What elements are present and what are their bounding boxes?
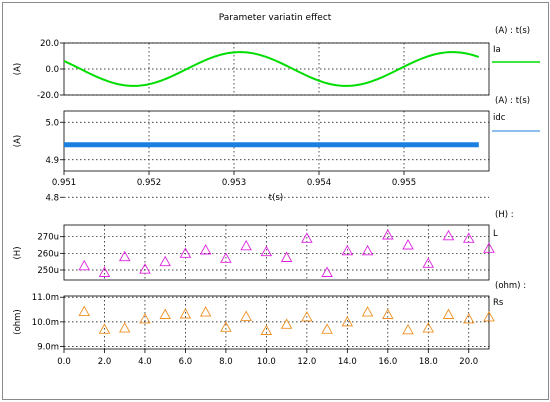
y-axis-label-ia: (A) <box>13 63 23 75</box>
unit-label-rs: (ohm) : <box>495 281 526 291</box>
marker-l <box>179 247 192 258</box>
x-tick-label: 12.0 <box>297 357 316 367</box>
x-axis-label-time: t(s) <box>269 193 283 203</box>
x-tick-label: 20.0 <box>459 357 478 367</box>
x-tick-label: 0.952 <box>137 178 161 188</box>
y-tick-label: 260u <box>37 249 59 259</box>
y-tick-label: 4.8 <box>45 193 59 203</box>
panel-resistance-rs: (ohm) : (ohm) 11.0m 10.0m 9.0m 0.0 2.0 4.0 6.… <box>13 281 526 367</box>
marker-l <box>462 232 475 243</box>
marker-rs <box>240 310 252 321</box>
y-tick-label: 5.0 <box>45 118 59 128</box>
marker-rs <box>442 308 455 319</box>
y-tick-label: 20.0 <box>40 39 59 49</box>
marker-l <box>361 244 374 256</box>
marker-rs <box>78 305 91 316</box>
marker-rs <box>98 323 111 334</box>
y-tick-label: 9.0m <box>37 343 59 353</box>
x-tick-label: 0.0 <box>57 357 71 367</box>
marker-l <box>341 244 354 256</box>
marker-l <box>159 255 171 267</box>
marker-rs <box>118 322 131 333</box>
marker-rs <box>321 323 333 334</box>
x-tick-label: 0.951 <box>52 178 76 188</box>
plot-frame-l <box>63 224 490 281</box>
marker-l <box>382 229 394 240</box>
marker-l <box>422 257 435 268</box>
marker-rs <box>280 318 293 329</box>
y-axis-label-rs: (ohm) <box>13 309 23 335</box>
x-tick-label: 0.953 <box>222 178 246 188</box>
unit-label-ia: (A) : t(s) <box>495 26 530 36</box>
x-tick-label: 8.0 <box>219 357 233 367</box>
y-tick-label: 250u <box>37 266 59 276</box>
unit-label-idc: (A) : t(s) <box>495 96 530 106</box>
x-tick-label: 0.955 <box>392 178 416 188</box>
marker-l <box>402 239 414 250</box>
x-tick-label: 0.954 <box>307 178 331 188</box>
marker-rs <box>301 311 313 322</box>
marker-rs <box>139 312 151 324</box>
marker-rs <box>341 315 354 327</box>
marker-l <box>301 232 313 243</box>
marker-l <box>260 245 273 257</box>
x-tick-label: 4.0 <box>138 357 152 367</box>
marker-rs <box>483 311 495 322</box>
x-tick-label: 2.0 <box>98 357 112 367</box>
marker-l <box>483 242 495 253</box>
marker-rs <box>402 323 414 335</box>
x-tick-label: 6.0 <box>179 357 193 367</box>
marker-rs <box>382 308 394 319</box>
marker-l <box>118 250 131 262</box>
marker-rs <box>260 324 273 335</box>
legend-label-ia: Ia <box>493 45 501 55</box>
marker-rs <box>462 312 475 324</box>
marker-rs <box>179 308 192 319</box>
marker-l <box>98 266 111 277</box>
series-line-ia <box>63 51 480 87</box>
marker-rs <box>361 306 374 317</box>
marker-rs <box>220 321 232 332</box>
panel-current-idc: (A) : t(s) (A) 5.0 4.9 4.8 0.951 0.952 0.953… <box>13 96 540 203</box>
marker-l <box>240 239 252 251</box>
marker-l <box>139 263 151 274</box>
y-axis-label-l: (H) <box>13 246 23 259</box>
y-tick-label: 270u <box>37 233 59 243</box>
plot-frame-idc <box>63 110 490 172</box>
marker-l <box>199 244 212 255</box>
y-tick-label: 11.0m <box>32 293 59 303</box>
plot-frame-rs <box>63 295 490 350</box>
y-tick-label: 4.9 <box>45 156 59 166</box>
marker-l <box>220 252 232 263</box>
x-tick-label: 14.0 <box>338 357 357 367</box>
legend-label-rs: Rs <box>493 298 504 308</box>
marker-rs <box>159 308 171 319</box>
panel-current-ia: (A) : t(s) (A) 20.0 0.0 -20.0 Ia <box>13 26 540 101</box>
panel-inductance-l: (H) : (H) 270u 260u 250u L <box>13 210 514 281</box>
x-tick-label: 18.0 <box>419 357 438 367</box>
chart-title: Parameter variatin effect <box>219 13 332 23</box>
unit-label-l: (H) : <box>495 210 514 220</box>
marker-rs <box>422 322 435 333</box>
marker-rs <box>199 306 212 317</box>
x-tick-label: 10.0 <box>257 357 276 367</box>
x-tick-label: 16.0 <box>378 357 397 367</box>
y-tick-label: 0.0 <box>45 65 59 75</box>
y-tick-label: -20.0 <box>37 91 59 101</box>
marker-l <box>280 251 293 262</box>
marker-l <box>321 266 333 277</box>
marker-l <box>442 229 455 241</box>
legend-label-idc: idc <box>493 113 506 123</box>
y-tick-label: 10.0m <box>32 318 59 328</box>
y-axis-label-idc: (A) <box>13 135 23 147</box>
legend-label-l: L <box>493 229 498 239</box>
marker-l <box>78 259 91 271</box>
